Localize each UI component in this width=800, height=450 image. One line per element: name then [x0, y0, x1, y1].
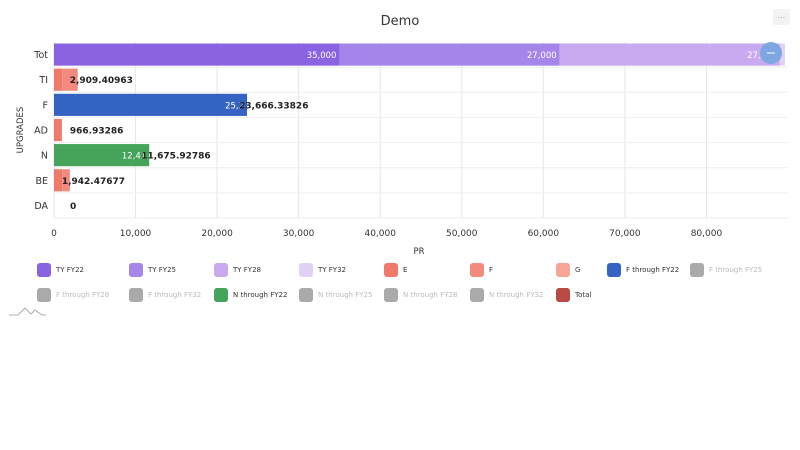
x-axis-title: PR — [413, 247, 424, 257]
legend-item[interactable]: G — [556, 263, 580, 277]
bar-segment — [54, 144, 150, 167]
legend-swatch — [470, 263, 484, 277]
bar-segment — [779, 43, 785, 66]
x-tick-label: 20,000 — [201, 229, 233, 239]
legend-swatch — [384, 263, 398, 277]
x-tick-label: 0 — [51, 229, 57, 239]
legend-item[interactable]: N through FY28 — [384, 288, 457, 302]
x-tick-label: 40,000 — [364, 229, 396, 239]
legend-swatch — [129, 288, 143, 302]
legend-item[interactable]: N through FY32 — [470, 288, 543, 302]
legend-item[interactable]: TY FY28 — [214, 263, 261, 277]
legend-label: G — [575, 266, 581, 274]
bar-segment — [62, 68, 78, 91]
legend-item[interactable]: Total — [556, 288, 591, 302]
legend-swatch — [37, 288, 51, 302]
x-tick-label: 60,000 — [528, 229, 560, 239]
legend-label: F through FY32 — [148, 291, 202, 299]
legend-item[interactable]: TY FY25 — [129, 263, 176, 277]
chart-title: Demo — [380, 14, 420, 29]
total-label: 966.93286 — [70, 127, 124, 137]
legend-swatch — [556, 288, 570, 302]
legend-label: N through FY22 — [233, 291, 288, 299]
legend-swatch — [607, 263, 621, 277]
legend-swatch — [37, 263, 51, 277]
bar-segment — [559, 43, 780, 66]
legend-swatch — [214, 288, 228, 302]
total-label: 11,675.92786 — [141, 152, 210, 162]
total-label: 0 — [70, 202, 76, 212]
x-tick-label: 80,000 — [691, 229, 723, 239]
legend-item[interactable]: TY FY22 — [37, 263, 84, 277]
legend-swatch — [299, 288, 313, 302]
bar-segment — [62, 169, 70, 192]
legend-swatch — [129, 263, 143, 277]
more-options-button[interactable]: ... — [773, 9, 790, 25]
legend-swatch — [690, 263, 704, 277]
legend-swatch — [299, 263, 313, 277]
legend-label: TY FY32 — [318, 266, 346, 274]
legend-label: TY FY22 — [56, 266, 84, 274]
bar-segment — [54, 43, 340, 66]
bar-segment — [54, 118, 62, 142]
legend-label: F through FY28 — [56, 291, 110, 299]
total-label: 1,942.47677 — [62, 177, 125, 187]
legend-item[interactable]: F through FY22 — [607, 263, 679, 277]
legend-swatch — [470, 288, 484, 302]
bar-segment — [54, 169, 63, 192]
bar-segment — [339, 43, 560, 66]
total-label: 2,909.40963 — [70, 76, 133, 86]
legend-label: E — [403, 266, 408, 274]
bar-label: 35,000 — [307, 51, 337, 61]
bar-label: 27,000 — [527, 51, 557, 61]
total-label: 23,666.33826 — [239, 101, 308, 111]
legend-swatch — [214, 263, 228, 277]
x-tick-label: 50,000 — [446, 229, 478, 239]
x-tick-label: 70,000 — [609, 229, 641, 239]
legend-label: TY FY25 — [148, 266, 176, 274]
legend-label: N through FY32 — [489, 291, 544, 299]
x-tick-label: 30,000 — [283, 229, 315, 239]
legend-swatch — [556, 263, 570, 277]
y-tick-label: DA — [34, 201, 48, 212]
bar-label: 25,2 — [225, 101, 244, 111]
legend-item[interactable]: F — [470, 263, 493, 277]
y-axis-title: UPGRADES — [16, 107, 26, 154]
legend-item[interactable]: N through FY22 — [214, 288, 287, 302]
legend-item[interactable]: F through FY25 — [690, 263, 762, 277]
y-tick-label: AD — [34, 126, 48, 137]
bar-segment — [54, 93, 248, 116]
legend-label: N through FY25 — [318, 291, 373, 299]
y-tick-label: F — [43, 100, 48, 111]
y-tick-label: Tot — [33, 50, 48, 61]
brand-logo-icon — [9, 307, 46, 316]
bar-segment — [54, 68, 63, 91]
legend-label: Total — [575, 291, 592, 299]
legend-item[interactable]: F through FY28 — [37, 288, 109, 302]
y-tick-label: N — [41, 151, 48, 162]
legend-label: F through FY25 — [709, 266, 763, 274]
x-tick-label: 10,000 — [120, 229, 152, 239]
legend-label: TY FY28 — [233, 266, 261, 274]
y-tick-label: BE — [35, 176, 48, 187]
legend-label: N through FY28 — [403, 291, 458, 299]
legend-swatch — [384, 288, 398, 302]
legend-item[interactable]: E — [384, 263, 407, 277]
y-tick-label: TI — [38, 75, 48, 86]
legend-label: F through FY22 — [626, 266, 680, 274]
legend-item[interactable]: F through FY32 — [129, 288, 201, 302]
bar-label: 12,41 — [122, 152, 146, 162]
legend-item[interactable]: TY FY32 — [299, 263, 346, 277]
legend-label: F — [489, 266, 494, 274]
legend-item[interactable]: N through FY25 — [299, 288, 372, 302]
